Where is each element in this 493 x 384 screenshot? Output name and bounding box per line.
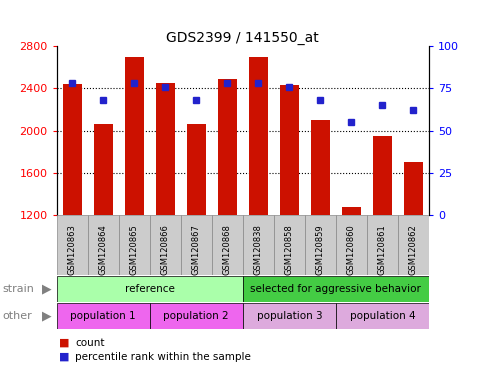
- Bar: [150, 215, 181, 275]
- Bar: [88, 215, 119, 275]
- Bar: [243, 276, 429, 302]
- Text: GSM120860: GSM120860: [347, 224, 356, 275]
- Bar: [119, 215, 150, 275]
- Text: population 1: population 1: [70, 311, 136, 321]
- Text: other: other: [2, 311, 32, 321]
- Text: population 4: population 4: [350, 311, 415, 321]
- Text: ▶: ▶: [42, 282, 52, 295]
- Bar: [57, 215, 88, 275]
- Bar: [336, 303, 429, 329]
- Bar: [280, 85, 299, 215]
- Text: GSM120864: GSM120864: [99, 224, 108, 275]
- Text: GSM120861: GSM120861: [378, 224, 387, 275]
- Text: ■: ■: [59, 352, 70, 362]
- Bar: [311, 120, 330, 215]
- Text: ▶: ▶: [42, 310, 52, 323]
- Text: GSM120862: GSM120862: [409, 224, 418, 275]
- Text: GSM120858: GSM120858: [285, 224, 294, 275]
- Text: GSM120868: GSM120868: [223, 224, 232, 275]
- Text: selected for aggressive behavior: selected for aggressive behavior: [250, 284, 422, 294]
- Text: GSM120859: GSM120859: [316, 224, 325, 275]
- Text: strain: strain: [2, 284, 35, 294]
- Text: percentile rank within the sample: percentile rank within the sample: [75, 352, 251, 362]
- Bar: [404, 162, 423, 215]
- Text: reference: reference: [125, 284, 175, 294]
- Bar: [181, 215, 212, 275]
- Bar: [150, 303, 243, 329]
- Bar: [94, 124, 112, 215]
- Bar: [373, 136, 391, 215]
- Text: GSM120863: GSM120863: [68, 224, 77, 275]
- Bar: [57, 276, 243, 302]
- Bar: [336, 215, 367, 275]
- Text: GSM120867: GSM120867: [192, 224, 201, 275]
- Bar: [243, 215, 274, 275]
- Text: GSM120838: GSM120838: [254, 224, 263, 275]
- Text: population 2: population 2: [164, 311, 229, 321]
- Bar: [57, 303, 150, 329]
- Bar: [212, 215, 243, 275]
- Text: count: count: [75, 338, 105, 348]
- Bar: [274, 215, 305, 275]
- Text: ■: ■: [59, 338, 70, 348]
- Bar: [187, 124, 206, 215]
- Bar: [342, 207, 361, 215]
- Bar: [249, 56, 268, 215]
- Bar: [305, 215, 336, 275]
- Text: GSM120865: GSM120865: [130, 224, 139, 275]
- Bar: [125, 56, 143, 215]
- Bar: [398, 215, 429, 275]
- Bar: [218, 79, 237, 215]
- Text: population 3: population 3: [256, 311, 322, 321]
- Text: GSM120866: GSM120866: [161, 224, 170, 275]
- Title: GDS2399 / 141550_at: GDS2399 / 141550_at: [167, 31, 319, 45]
- Bar: [156, 83, 175, 215]
- Bar: [367, 215, 398, 275]
- Bar: [63, 84, 81, 215]
- Bar: [243, 303, 336, 329]
